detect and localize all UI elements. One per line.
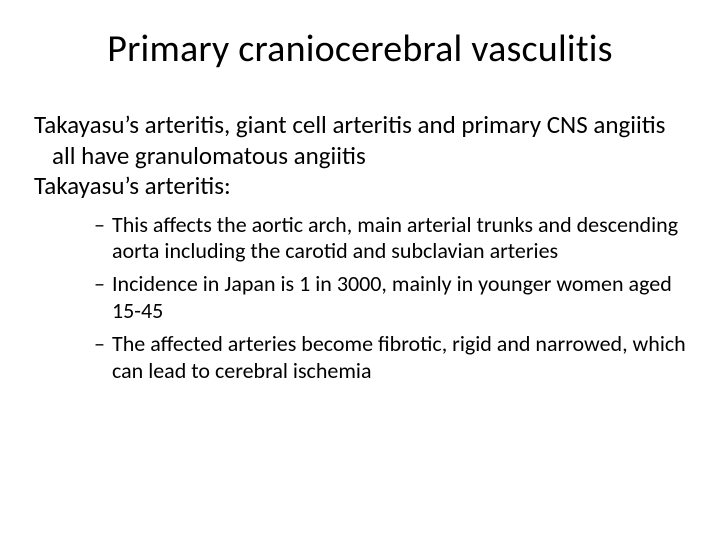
list-item-text: Incidence in Japan is 1 in 3000, mainly … xyxy=(112,270,672,324)
slide-body: Takayasu’s arteritis, giant cell arterit… xyxy=(30,110,690,384)
dash-icon: – xyxy=(94,212,112,239)
slide-title: Primary craniocerebral vasculitis xyxy=(30,26,690,72)
dash-icon: – xyxy=(94,331,112,358)
slide: Primary craniocerebral vasculitis Takaya… xyxy=(0,0,720,540)
list-item-text: This affects the aortic arch, main arter… xyxy=(112,211,678,265)
paragraph: Takayasu’s arteritis, giant cell arterit… xyxy=(34,110,690,171)
list-item: –Incidence in Japan is 1 in 3000, mainly… xyxy=(94,271,690,325)
dash-icon: – xyxy=(94,271,112,298)
list-item-text: The affected arteries become fibrotic, r… xyxy=(112,330,686,384)
list-item: –The affected arteries become fibrotic, … xyxy=(94,331,690,385)
list-item: –This affects the aortic arch, main arte… xyxy=(94,212,690,266)
bullet-list: –This affects the aortic arch, main arte… xyxy=(34,212,690,385)
paragraph: Takayasu’s arteritis: xyxy=(34,171,690,202)
